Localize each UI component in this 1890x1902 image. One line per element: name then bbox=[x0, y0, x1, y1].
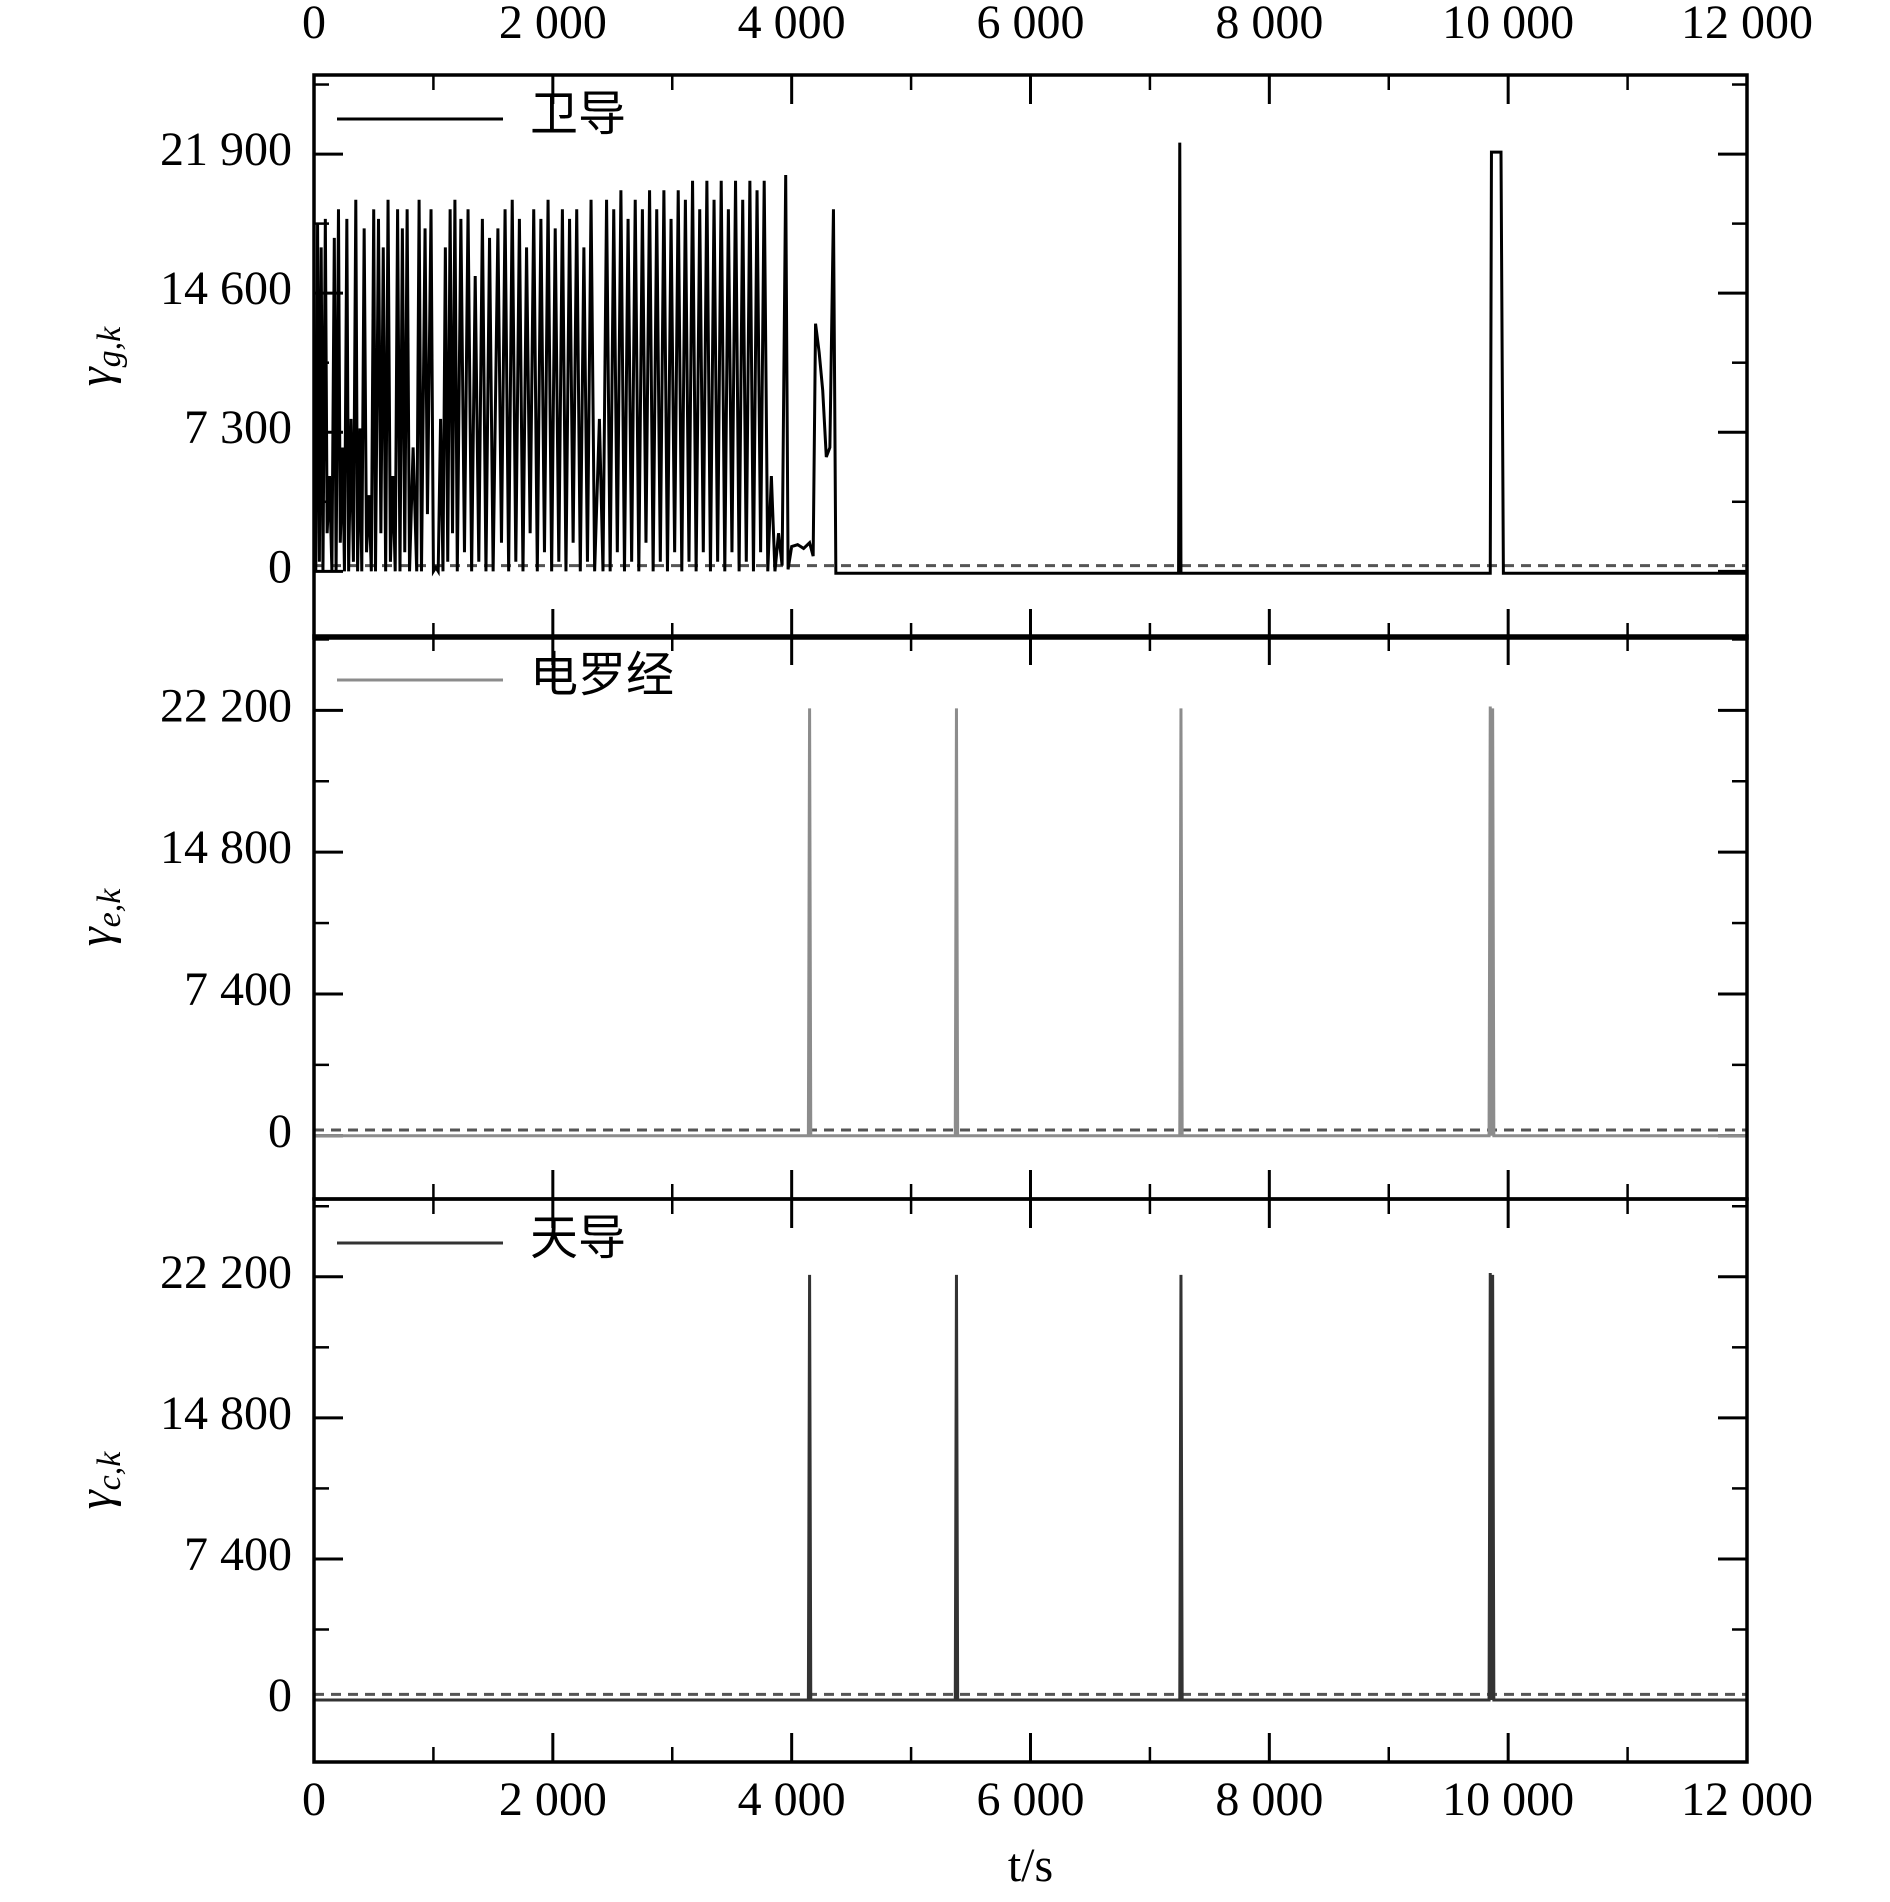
y-tick-label: 21 900 bbox=[160, 123, 292, 176]
x-tick-label: 0 bbox=[302, 1773, 326, 1826]
x-tick-label: 4 000 bbox=[738, 0, 846, 49]
y-label-symbol: γ bbox=[69, 926, 122, 946]
y-label-subscript: g,k bbox=[91, 326, 128, 368]
legend-label: 电罗经 bbox=[530, 649, 674, 702]
x-tick-label: 8 000 bbox=[1215, 0, 1323, 49]
y-tick-label: 14 800 bbox=[160, 821, 292, 874]
x-tick-label: 6 000 bbox=[977, 0, 1085, 49]
y-tick-label: 0 bbox=[268, 1669, 292, 1722]
panel: 0 7 300 14 600 21 900 0 2 000 4 000 6 000 8 000 1… bbox=[69, 0, 1813, 640]
x-axis-label: t/s bbox=[1008, 1839, 1053, 1892]
x-tick-label: 2 000 bbox=[499, 0, 607, 49]
x-tick-label: 12 000 bbox=[1681, 0, 1813, 49]
y-tick-label: 0 bbox=[268, 540, 292, 593]
legend-label: 天导 bbox=[530, 1212, 626, 1265]
data-line bbox=[314, 1272, 1747, 1702]
x-tick-label: 2 000 bbox=[499, 1773, 607, 1826]
data-line bbox=[314, 142, 1747, 577]
x-tick-label: 12 000 bbox=[1681, 1773, 1813, 1826]
y-tick-label: 22 200 bbox=[160, 1246, 292, 1299]
y-label-subscript: c,k bbox=[91, 1451, 128, 1491]
x-tick-label: 10 000 bbox=[1442, 0, 1574, 49]
x-tick-label: 10 000 bbox=[1442, 1773, 1574, 1826]
y-tick-label: 0 bbox=[268, 1105, 292, 1158]
y-label-symbol: γ bbox=[69, 366, 122, 386]
y-axis-label: γe,k bbox=[69, 888, 128, 947]
y-axis-label: γc,k bbox=[69, 1451, 128, 1510]
x-tick-label: 8 000 bbox=[1215, 1773, 1323, 1826]
y-tick-label: 7 300 bbox=[184, 401, 292, 454]
y-tick-label: 22 200 bbox=[160, 679, 292, 732]
y-tick-label: 14 600 bbox=[160, 262, 292, 315]
y-axis-label: γg,k bbox=[69, 326, 128, 386]
y-tick-label: 7 400 bbox=[184, 963, 292, 1016]
plot-frame bbox=[312, 1197, 1749, 1764]
x-tick-label: 4 000 bbox=[738, 1773, 846, 1826]
legend-label: 卫导 bbox=[530, 88, 626, 141]
panel: 0 7 400 14 800 22 200 电罗经 γe,k bbox=[69, 634, 1749, 1201]
plot-frame bbox=[312, 634, 1749, 1201]
data-line bbox=[314, 706, 1747, 1138]
x-tick-label: 0 bbox=[302, 0, 326, 49]
panel: 0 7 400 14 800 22 200 0 2 000 4 000 6 000 8 000 1… bbox=[69, 1197, 1813, 1892]
x-tick-label: 6 000 bbox=[977, 1773, 1085, 1826]
y-tick-label: 14 800 bbox=[160, 1387, 292, 1440]
y-label-subscript: e,k bbox=[91, 888, 128, 928]
y-label-symbol: γ bbox=[69, 1489, 122, 1509]
y-tick-label: 7 400 bbox=[184, 1528, 292, 1581]
